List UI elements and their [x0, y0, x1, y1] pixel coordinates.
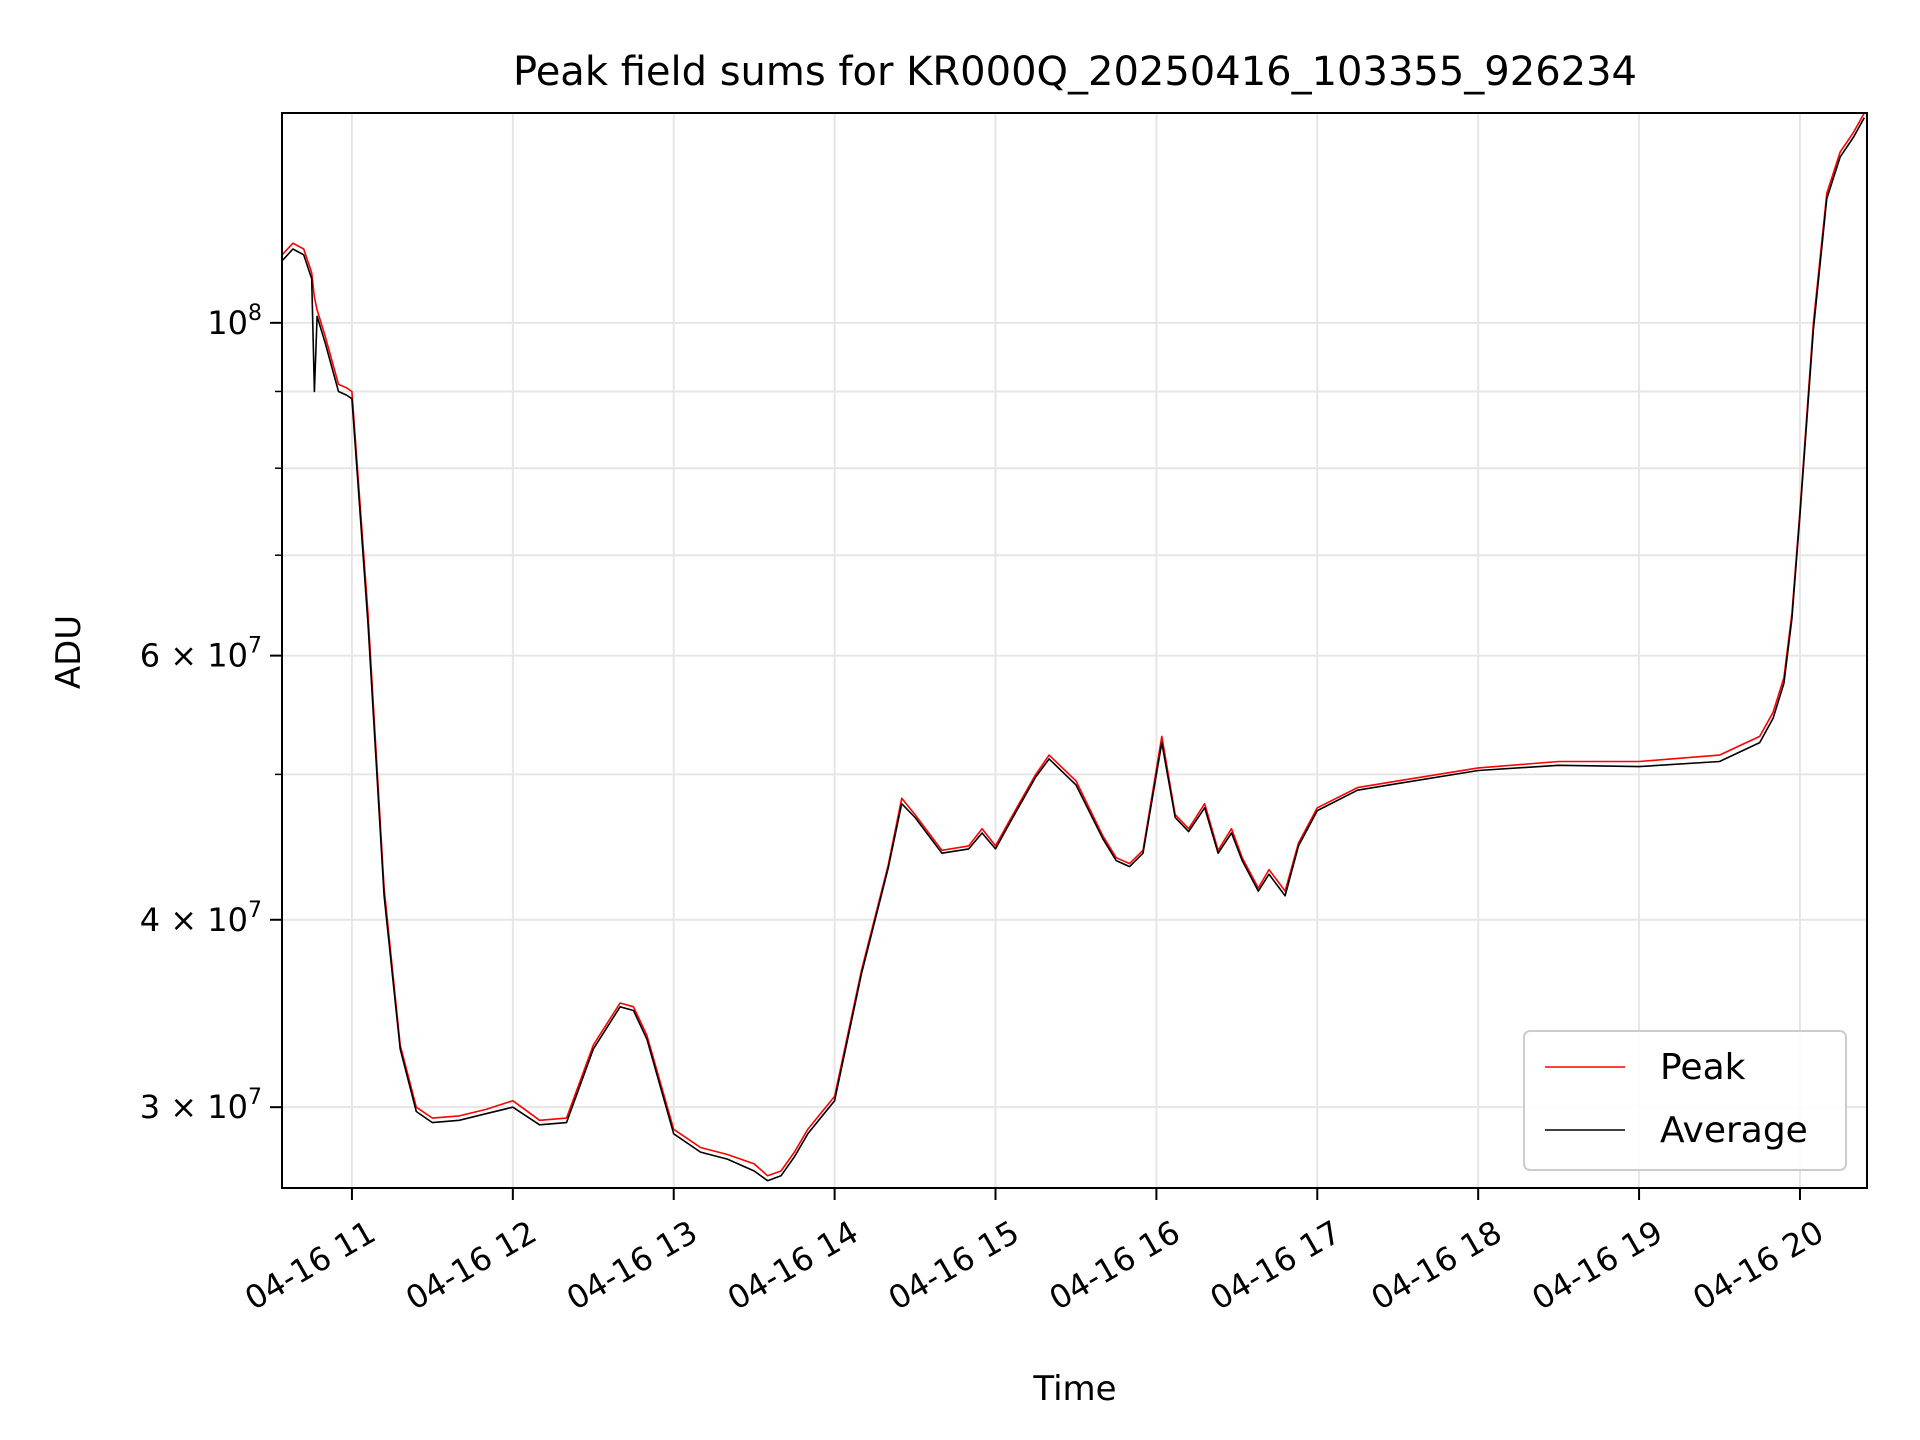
legend-label-average: Average: [1660, 1110, 1808, 1151]
grid-layer: [282, 113, 1867, 1188]
legend: Peak Average: [1523, 1030, 1847, 1171]
series-line-peak: [281, 112, 1865, 1177]
series-layer: [281, 112, 1865, 1182]
series-line-average: [281, 117, 1865, 1182]
y-tick-label: 3 × 107: [140, 1085, 262, 1126]
legend-label-peak: Peak: [1660, 1047, 1746, 1088]
plot-frame: [281, 112, 1868, 1189]
y-tick-label: 6 × 107: [140, 634, 262, 675]
y-tick-label: 4 × 107: [140, 898, 262, 939]
x-axis-label: Time: [1032, 1369, 1116, 1409]
legend-box: [1523, 1030, 1847, 1171]
chart-title: Peak field sums for KR000Q_20250416_1033…: [513, 49, 1637, 95]
y-axis-label: ADU: [49, 615, 89, 689]
